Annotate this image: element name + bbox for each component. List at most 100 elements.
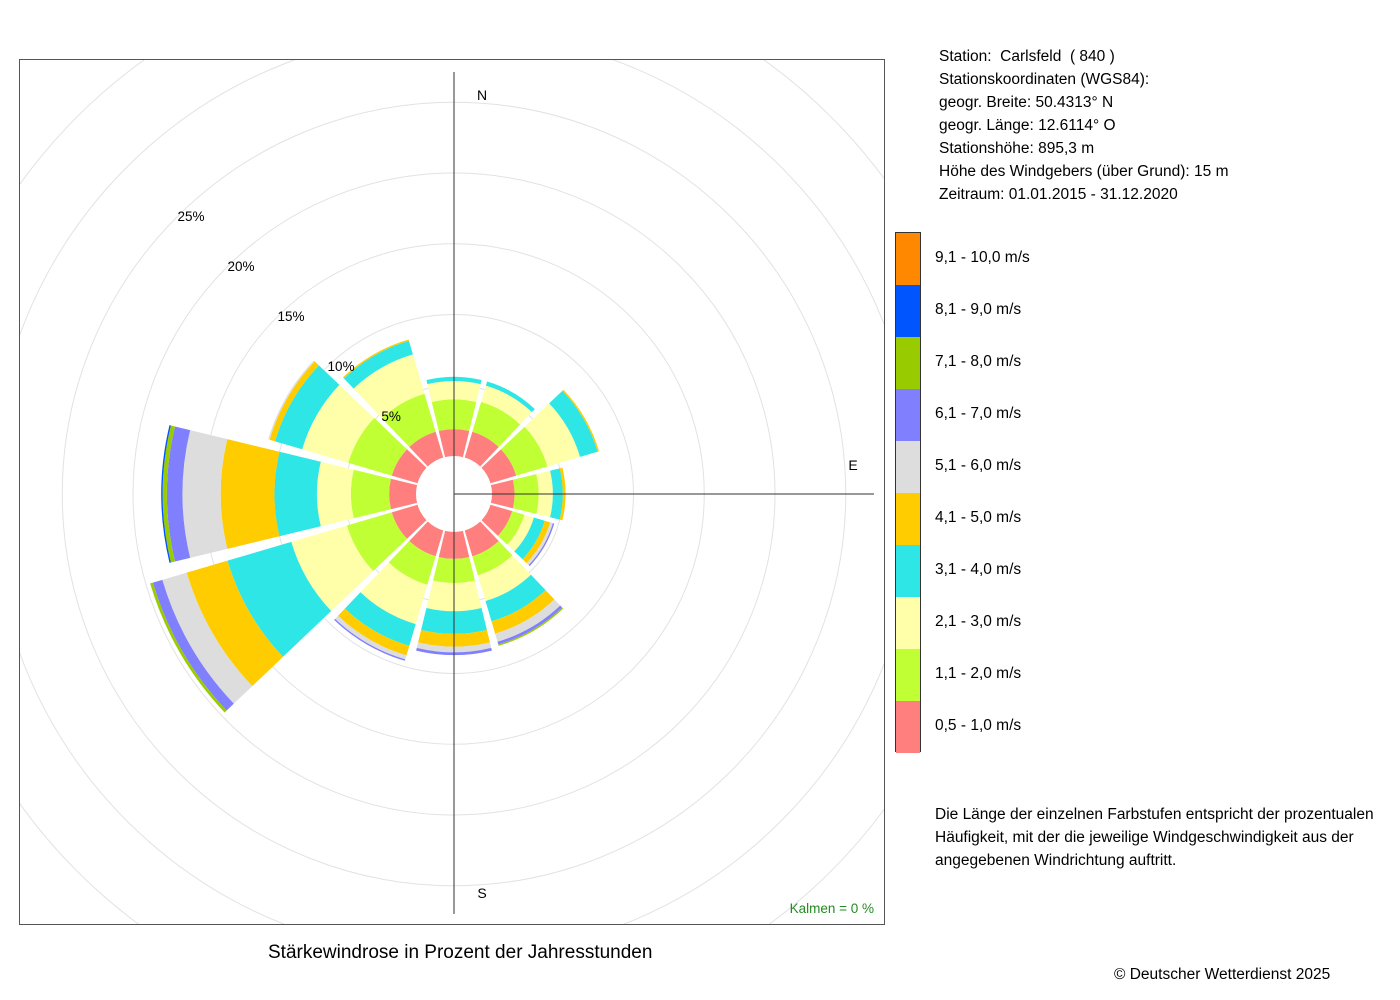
windrose-segment: [526, 522, 553, 566]
windrose-segment: [464, 521, 499, 557]
windrose-segment: [507, 514, 534, 552]
calm-label: Kalmen = 0 %: [790, 901, 874, 916]
windrose-segment: [302, 384, 375, 463]
chart-caption: Stärkewindrose in Prozent der Jahresstun…: [268, 942, 653, 963]
radial-tick-label: 15%: [278, 309, 305, 324]
anemometer-height: Höhe des Windgebers (über Grund): 15 m: [939, 163, 1229, 180]
station-longitude: geogr. Länge: 12.6114° O: [939, 117, 1116, 134]
legend-label: 0,5 - 1,0 m/s: [935, 717, 1022, 734]
windrose-segment: [316, 461, 354, 527]
windrose-segment: [391, 449, 427, 484]
legend-swatch: [896, 389, 920, 441]
windrose-segment: [269, 361, 319, 442]
windrose-segment: [481, 385, 532, 425]
windrose-segment: [291, 525, 374, 611]
legend-swatch: [896, 545, 920, 597]
legend-swatch: [896, 701, 920, 753]
windrose-plot-frame: 5% 10% 15% 20% 25% N E S Kalmen = 0 %: [19, 59, 885, 925]
windrose-segment: [481, 504, 513, 536]
station-coords-heading: Stationskoordinaten (WGS84):: [939, 71, 1150, 88]
radial-tick-label: 20%: [228, 259, 255, 274]
windrose-segment: [500, 426, 548, 476]
windrose-segment: [472, 401, 521, 448]
windrose-segment: [166, 426, 191, 562]
radial-tick-label: 5%: [381, 409, 401, 424]
windrose-segment: [497, 511, 525, 545]
station-elevation: Stationshöhe: 895,3 m: [939, 140, 1095, 157]
legend-label: 2,1 - 3,0 m/s: [935, 613, 1022, 630]
windrose-segment: [220, 439, 280, 549]
legend-label: 9,1 - 10,0 m/s: [935, 249, 1030, 266]
windrose-segment: [162, 572, 253, 704]
time-period: Zeitraum: 01.01.2015 - 31.12.2020: [939, 186, 1178, 203]
legend-explanation: Die Länge der einzelnen Farbstufen entsp…: [935, 806, 1374, 869]
windrose-segment: [391, 504, 427, 539]
windrose-segment: [409, 431, 444, 467]
windrose-segment: [409, 521, 444, 557]
windrose-segment: [343, 340, 413, 389]
windrose-segment: [389, 478, 418, 510]
windrose-segment: [524, 403, 581, 467]
windrose-segment: [344, 592, 416, 646]
windrose-segment: [350, 469, 391, 519]
legend-label: 6,1 - 7,0 m/s: [935, 405, 1022, 422]
legend-swatch: [896, 285, 920, 337]
windrose-segment: [388, 540, 436, 585]
windrose-segment: [522, 520, 551, 564]
windrose-segment: [481, 449, 517, 484]
windrose-segment: [360, 562, 428, 625]
copyright-notice: © Deutscher Wetterdienst 2025: [1114, 966, 1331, 983]
windrose-segment: [416, 647, 492, 656]
grid-circle: [20, 60, 884, 924]
windrose-segment: [162, 425, 176, 563]
station-name: Station: Carlsfeld ( 840 ): [939, 48, 1115, 65]
windrose-segment: [472, 540, 513, 576]
station-info: Station: Carlsfeld ( 840 ) Stationskoord…: [939, 45, 1228, 206]
legend-swatch: [896, 493, 920, 545]
legend-label: 5,1 - 6,0 m/s: [935, 457, 1022, 474]
legend-label: 4,1 - 5,0 m/s: [935, 509, 1022, 526]
windrose-segment: [485, 381, 535, 413]
compass-south-label: S: [477, 885, 486, 901]
speed-legend: [895, 232, 921, 753]
windrose-segment: [348, 418, 408, 476]
windrose-segment: [346, 512, 408, 571]
legend-swatch: [896, 649, 920, 701]
windrose-segment: [549, 390, 598, 457]
legend-swatch: [896, 233, 920, 285]
windrose-segment: [274, 451, 321, 537]
windrose-segment: [182, 430, 228, 558]
windrose-segment: [514, 517, 545, 560]
windrose-segment: [528, 523, 555, 567]
windrose-chart: 5% 10% 15% 20% 25% N E S Kalmen = 0 %: [20, 60, 884, 924]
windrose-segment: [559, 467, 566, 521]
windrose-segment: [495, 599, 561, 642]
legend-swatch: [896, 337, 920, 389]
windrose-segment: [161, 425, 171, 563]
windrose-segment: [464, 431, 499, 467]
legend-label: 1,1 - 2,0 m/s: [935, 665, 1022, 682]
grid-circle: [20, 60, 884, 924]
station-latitude: geogr. Breite: 50.4313° N: [939, 94, 1114, 111]
compass-east-label: E: [848, 457, 857, 473]
windrose-segment: [491, 590, 555, 634]
windrose-segment: [497, 605, 563, 645]
legend-label: 7,1 - 8,0 m/s: [935, 353, 1022, 370]
windrose-segment: [485, 574, 546, 622]
legend-label: 3,1 - 4,0 m/s: [935, 561, 1022, 578]
windrose-segment: [227, 541, 332, 657]
windrose-segment: [275, 365, 340, 450]
radial-tick-label: 25%: [177, 209, 204, 224]
legend-swatch: [896, 441, 920, 493]
windrose-segment: [477, 555, 531, 602]
legend-label: 8,1 - 9,0 m/s: [935, 301, 1022, 318]
windrose-segment: [381, 393, 436, 448]
windrose-segment: [335, 615, 407, 660]
windrose-segment: [353, 354, 425, 419]
compass-north-label: N: [477, 87, 487, 103]
radial-tick-label: 10%: [328, 359, 355, 374]
windrose-segment: [152, 579, 234, 711]
windrose-segment: [338, 608, 410, 656]
legend-swatch: [896, 597, 920, 649]
windrose-segment: [186, 560, 284, 687]
